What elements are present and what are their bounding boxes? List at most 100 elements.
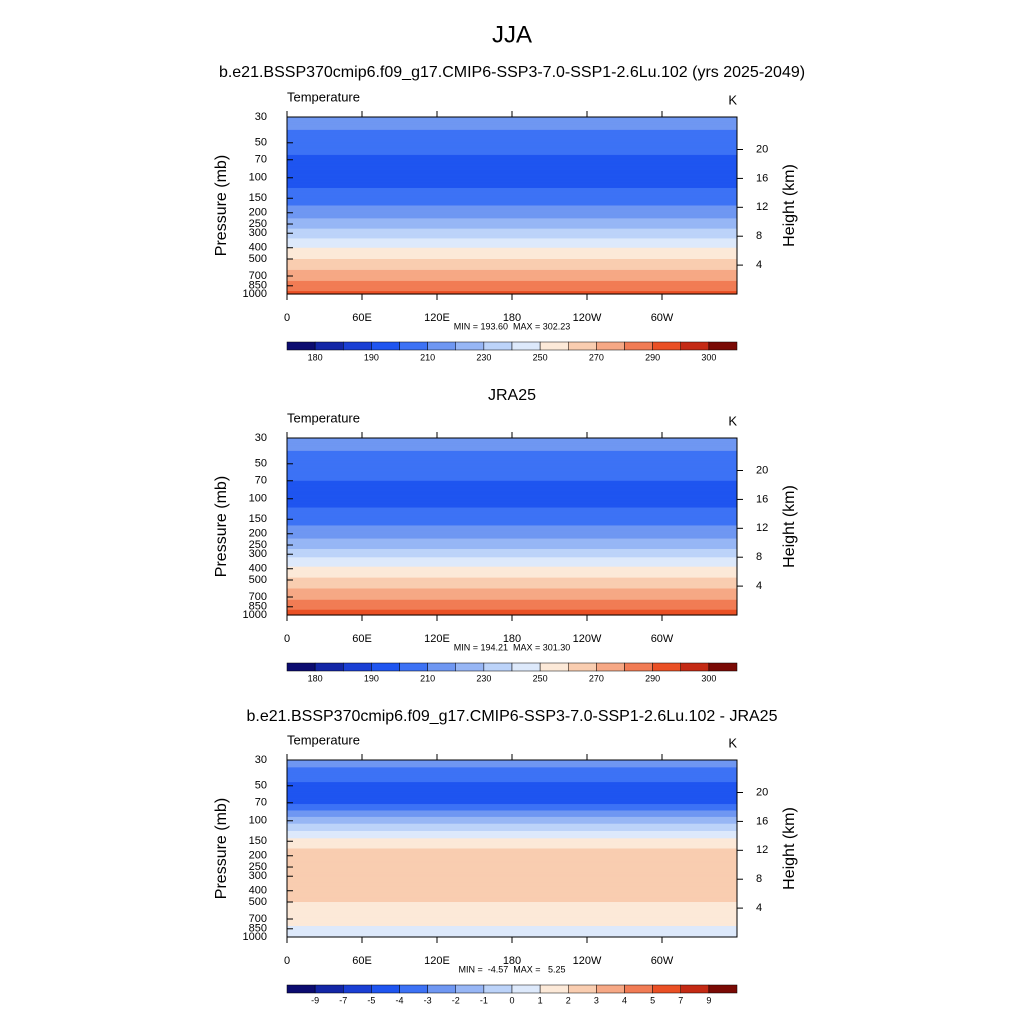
panel-title: JRA25 xyxy=(488,387,536,404)
y-tick-label: 300 xyxy=(249,227,267,239)
contour-band xyxy=(287,921,737,924)
y2-tick-label: 12 xyxy=(756,201,768,213)
contour-band xyxy=(287,826,737,829)
contour-band xyxy=(287,871,737,873)
contour-band xyxy=(287,532,737,535)
y-tick-label: 300 xyxy=(249,548,267,560)
contour-band xyxy=(287,493,737,496)
contour-band xyxy=(287,783,737,787)
contour-band xyxy=(287,558,737,561)
colorbar-box xyxy=(286,984,316,994)
contour-band xyxy=(287,236,737,238)
x-tick-label: 60W xyxy=(651,633,674,645)
contour-band xyxy=(287,571,737,573)
contour-band xyxy=(287,863,737,865)
contour-band xyxy=(287,284,737,286)
contour-band xyxy=(287,857,737,859)
contour-band xyxy=(287,881,737,884)
contour-band xyxy=(287,192,737,195)
contour-band xyxy=(287,208,737,211)
contour-band xyxy=(287,899,737,902)
contour-band xyxy=(287,546,737,548)
contour-band xyxy=(287,198,737,200)
contour-band xyxy=(287,878,737,880)
y-tick-label: 70 xyxy=(255,797,267,809)
colorbar-box xyxy=(455,662,485,672)
contour-band xyxy=(287,159,737,162)
contour-band xyxy=(287,229,737,231)
contour-band xyxy=(287,471,737,473)
contour-band xyxy=(287,452,737,456)
contour-band xyxy=(287,848,737,851)
contour-band xyxy=(287,454,737,458)
contour-band xyxy=(287,892,737,894)
y-tick-label: 250 xyxy=(249,539,267,551)
contour-band xyxy=(287,562,737,565)
contour-band xyxy=(287,283,737,285)
contour-band xyxy=(287,203,737,206)
contour-band xyxy=(287,237,737,240)
contour-band xyxy=(287,157,737,160)
contour-band xyxy=(287,572,737,575)
colorbar-box xyxy=(624,984,653,994)
contour-band xyxy=(287,213,737,215)
colorbar-label: -2 xyxy=(452,995,460,1005)
contour-band xyxy=(287,143,737,146)
contour-band xyxy=(287,816,737,819)
contour-band xyxy=(287,911,737,914)
field-label: Temperature xyxy=(287,410,360,425)
contour-band xyxy=(287,920,737,922)
contour-band xyxy=(287,225,737,228)
x-tick-label: 0 xyxy=(284,312,290,324)
contour-band xyxy=(287,500,737,503)
colorbar-label: 0 xyxy=(509,995,514,1005)
colorbar-box xyxy=(455,341,485,351)
contour-band xyxy=(287,206,737,209)
contour-band xyxy=(287,802,737,805)
contour-band xyxy=(287,556,737,558)
contour-band xyxy=(287,806,737,809)
y-tick-label: 50 xyxy=(255,780,267,792)
contour-band xyxy=(287,503,737,506)
contour-band xyxy=(287,257,737,259)
contour-band xyxy=(287,793,737,795)
contour-band xyxy=(287,142,737,145)
contour-band xyxy=(287,810,737,813)
contour-band xyxy=(287,153,737,156)
contour-band xyxy=(287,557,737,559)
contour-band xyxy=(287,255,737,258)
contour-band xyxy=(287,580,737,582)
contour-band xyxy=(287,541,737,543)
contour-band xyxy=(287,259,737,261)
contour-band xyxy=(287,839,737,842)
contour-band xyxy=(287,550,737,553)
stats: MIN = 194.21 MAX = 301.30 xyxy=(454,642,571,652)
contour-band xyxy=(287,603,737,606)
contour-band xyxy=(287,494,737,497)
contour-band xyxy=(287,571,737,574)
y-tick-label: 30 xyxy=(255,754,267,766)
contour-band xyxy=(287,908,737,910)
contour-band xyxy=(287,596,737,599)
contour-band xyxy=(287,877,737,879)
colorbar-label: -9 xyxy=(311,995,319,1005)
colorbar-box xyxy=(596,662,625,672)
contour-band xyxy=(287,189,737,192)
contour-band xyxy=(287,796,737,799)
colorbar-box xyxy=(286,341,316,351)
contour-band xyxy=(287,254,737,257)
colorbar-box xyxy=(568,984,597,994)
y-tick-label: 400 xyxy=(249,885,267,897)
y-tick-label: 300 xyxy=(249,870,267,882)
contour-band xyxy=(287,876,737,878)
contour-band xyxy=(287,219,737,221)
colorbar-box xyxy=(708,662,738,672)
contour-band xyxy=(287,927,737,929)
contour-band xyxy=(287,537,737,540)
contour-band xyxy=(287,576,737,579)
contour-band xyxy=(287,186,737,189)
contour-band xyxy=(287,487,737,490)
y-tick-label: 1000 xyxy=(243,931,267,943)
y2-tick-label: 20 xyxy=(756,464,768,476)
contour-band xyxy=(287,531,737,534)
